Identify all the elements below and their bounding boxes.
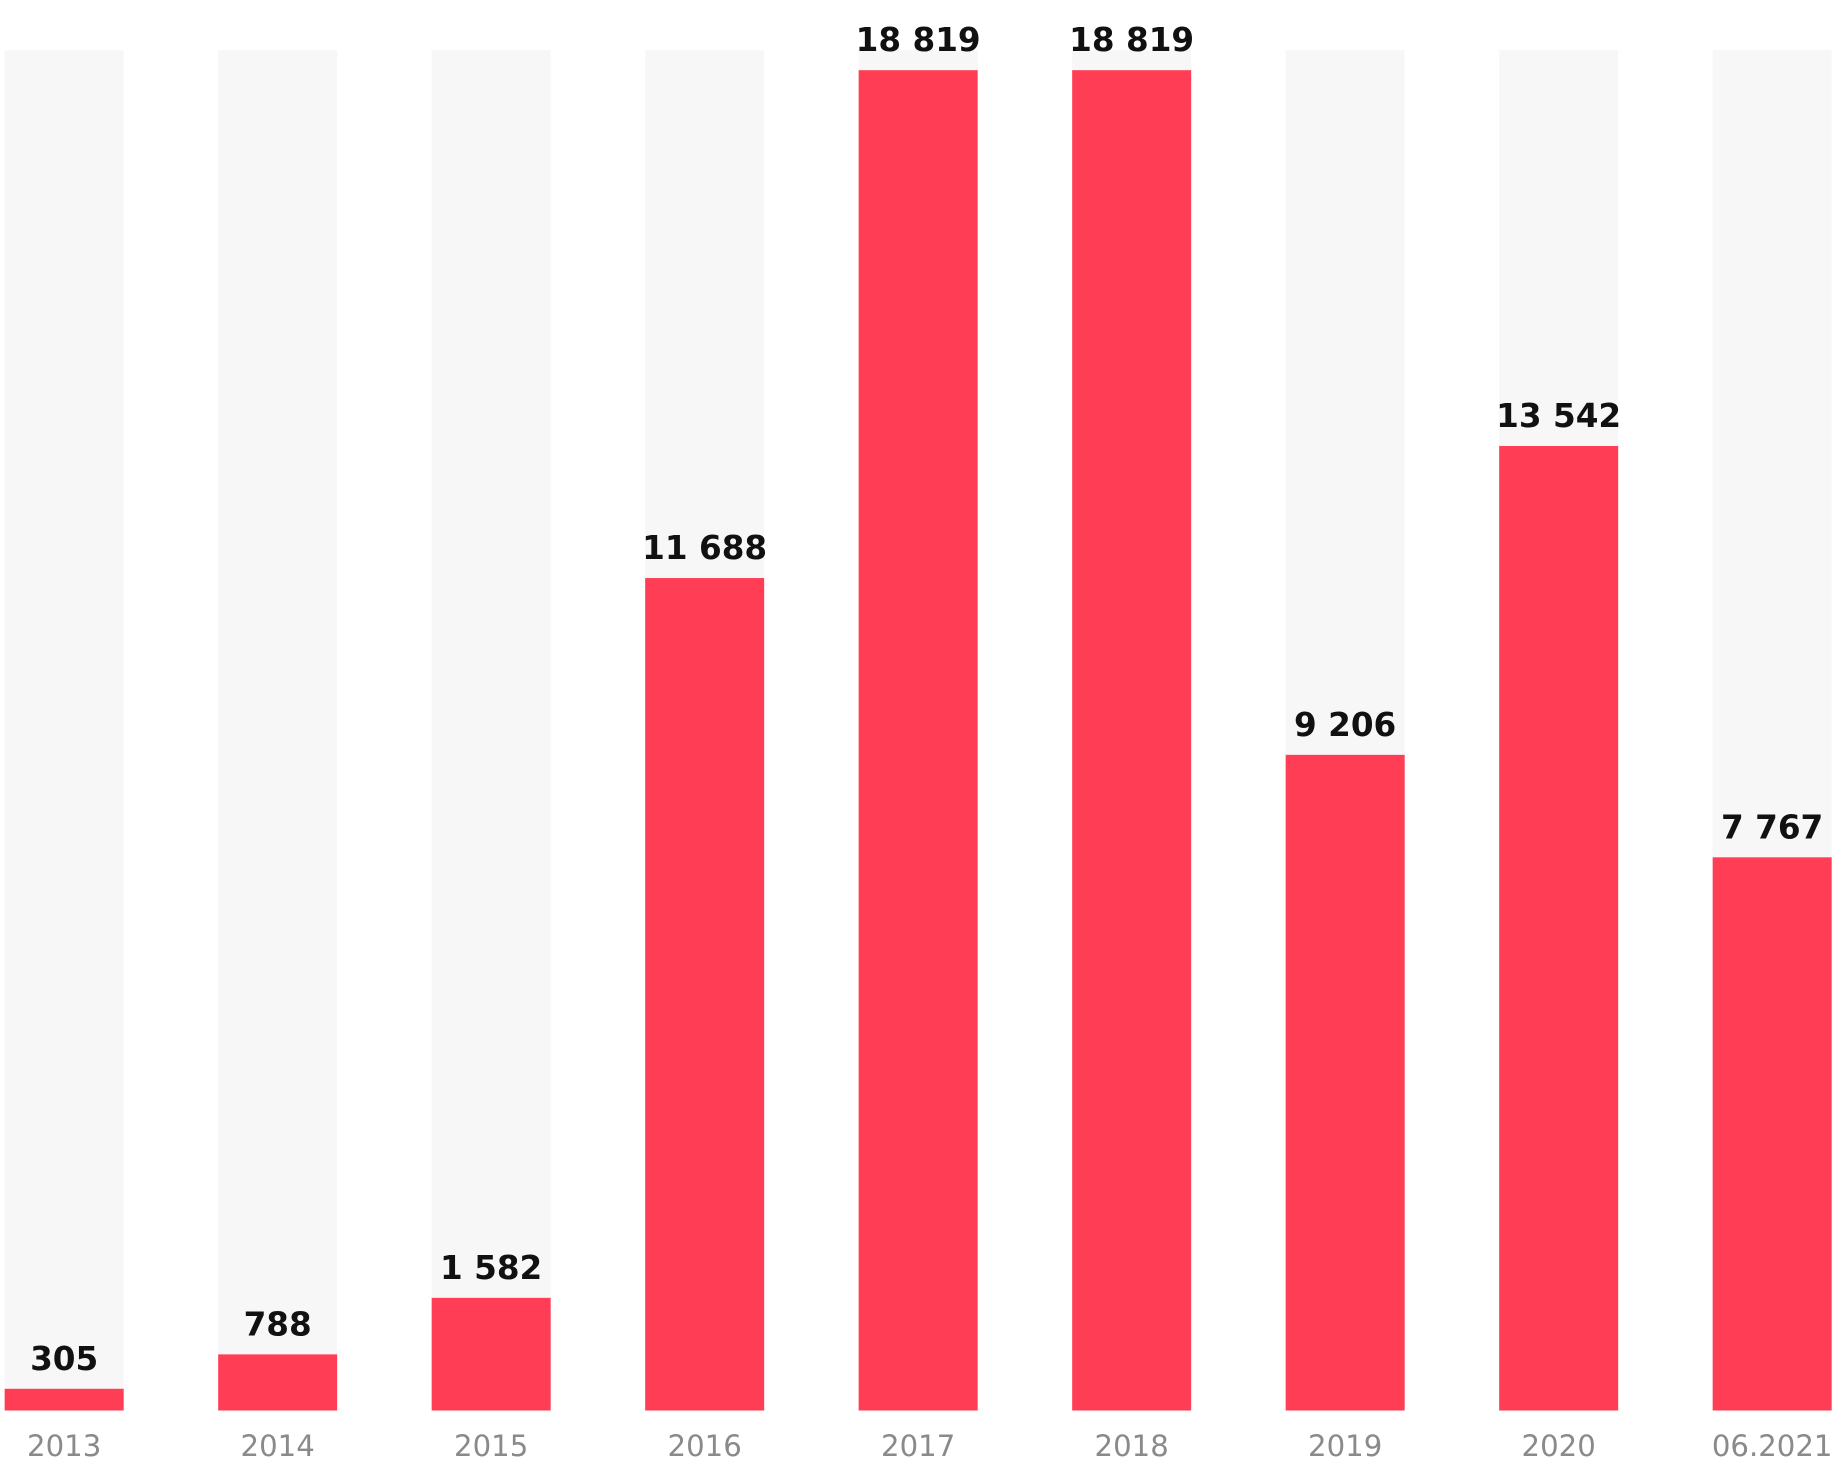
bar [645,578,765,1411]
x-tick-label: 2017 [881,1429,955,1463]
value-label: 305 [30,1340,98,1378]
x-tick-label: 2018 [1095,1429,1169,1463]
x-tick-label: 2013 [27,1429,101,1463]
bar-track [431,50,551,1411]
value-label: 18 819 [1069,21,1194,59]
value-label: 18 819 [856,21,981,59]
value-label: 7 767 [1721,808,1823,846]
x-tick-label: 2019 [1308,1429,1382,1463]
value-label: 11 688 [642,529,767,567]
bar [1712,857,1832,1411]
value-label: 788 [244,1305,312,1343]
bar [218,1354,338,1411]
bar [4,1388,124,1411]
x-tick-label: 06.2021 [1712,1429,1833,1463]
bar [858,70,978,1411]
bar-track [4,50,124,1411]
x-tick-label: 2020 [1522,1429,1596,1463]
bar-track [218,50,338,1411]
x-tick-label: 2016 [668,1429,742,1463]
value-label: 9 206 [1294,706,1396,744]
value-label: 13 542 [1496,397,1621,435]
value-label: 1 582 [440,1249,542,1287]
x-tick-label: 2015 [454,1429,528,1463]
bar [1072,70,1192,1411]
bar [431,1297,551,1411]
x-tick-label: 2014 [241,1429,315,1463]
bar [1499,446,1619,1411]
bar [1285,754,1405,1411]
